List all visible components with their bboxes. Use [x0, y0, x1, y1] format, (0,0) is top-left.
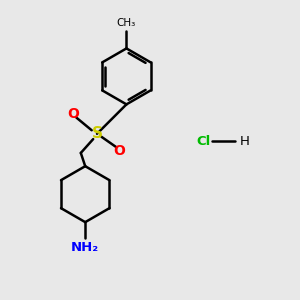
Text: NH₂: NH₂ — [71, 241, 99, 254]
Text: O: O — [67, 107, 79, 121]
Text: S: S — [92, 126, 103, 141]
Text: Cl: Cl — [196, 135, 210, 148]
Text: CH₃: CH₃ — [117, 18, 136, 28]
Text: O: O — [114, 144, 126, 158]
Text: H: H — [240, 135, 250, 148]
